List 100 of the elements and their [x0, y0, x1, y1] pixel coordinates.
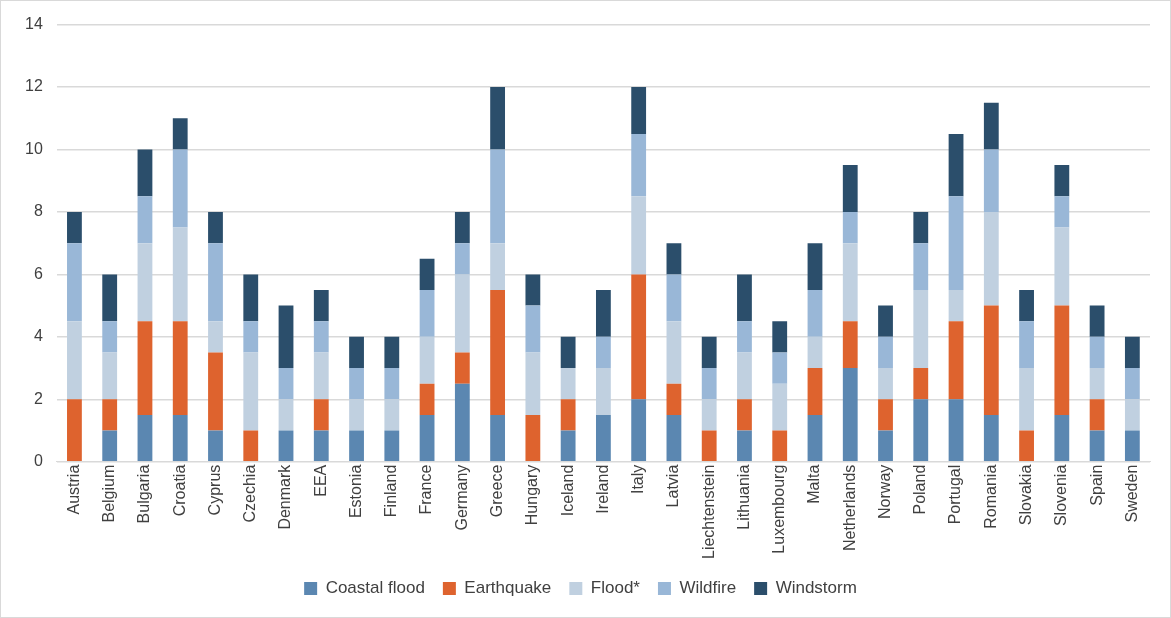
bar: [67, 321, 82, 400]
bar: [1124, 368, 1140, 400]
bar: [807, 368, 823, 415]
bar: [243, 430, 259, 461]
bar: [737, 321, 752, 353]
x-tick-label: Norway: [875, 464, 893, 519]
bar: [454, 274, 470, 353]
x-tick-label: Portugal: [946, 464, 964, 525]
bar: [913, 289, 929, 369]
bar: [1124, 399, 1140, 431]
bar: [701, 336, 717, 369]
x-tick-label: Germany: [452, 464, 470, 531]
x-tick-label: Belgium: [100, 464, 118, 523]
bar: [560, 399, 576, 431]
x-tick-label: Italy: [629, 464, 647, 495]
bar: [878, 399, 893, 431]
bar: [631, 274, 647, 400]
bar: [102, 430, 118, 461]
legend-label: Wildfire: [679, 578, 737, 598]
bar: [878, 430, 893, 461]
bar: [349, 399, 364, 431]
bar: [737, 430, 752, 461]
bar: [560, 336, 576, 369]
x-tick-label: Lithuania: [734, 464, 752, 530]
bar: [208, 211, 223, 244]
bar: [701, 368, 717, 400]
bar: [208, 352, 223, 431]
x-tick-label: Sweden: [1122, 464, 1140, 523]
bar: [490, 414, 506, 461]
bar: [595, 414, 611, 461]
bar: [772, 352, 788, 384]
bar: [384, 399, 400, 431]
bar: [172, 414, 188, 461]
bar: [631, 133, 647, 197]
x-tick-label: France: [417, 464, 435, 515]
bar: [525, 274, 541, 306]
bar: [878, 368, 893, 400]
x-tick-label: Denmark: [276, 463, 294, 530]
bar: [1019, 321, 1034, 369]
bar: [807, 243, 823, 290]
bar: [913, 211, 929, 244]
x-tick-label: Finland: [382, 464, 400, 518]
bar: [172, 227, 188, 322]
bar: [313, 399, 329, 431]
y-tick-label: 2: [33, 389, 43, 407]
bar: [737, 352, 752, 400]
bar: [948, 399, 964, 461]
bar: [1054, 305, 1070, 415]
y-tick-label: 4: [33, 327, 43, 345]
x-tick-label: Slovenia: [1052, 464, 1070, 527]
x-tick-label: Poland: [911, 464, 929, 515]
bar: [1089, 399, 1105, 431]
bar: [419, 336, 435, 384]
bar: [560, 430, 576, 461]
bar: [1054, 414, 1070, 461]
bar: [419, 258, 435, 290]
bar: [983, 102, 999, 150]
bar: [102, 321, 118, 353]
bar: [842, 321, 858, 369]
y-tick-label: 14: [25, 15, 43, 33]
bar: [1089, 430, 1105, 461]
y-tick-label: 10: [25, 139, 43, 157]
bar: [807, 414, 823, 461]
bar: [807, 336, 823, 369]
bar: [983, 305, 999, 415]
legend-label: Earthquake: [464, 578, 552, 598]
y-tick-label: 6: [33, 264, 43, 282]
bar: [67, 211, 82, 244]
bar: [137, 243, 153, 322]
y-tick-label: 12: [25, 77, 43, 95]
bar: [595, 336, 611, 369]
x-tick-label: Czechia: [241, 464, 259, 523]
bar: [172, 118, 188, 150]
bar: [67, 399, 82, 461]
bar: [1054, 165, 1070, 197]
bar: [278, 368, 294, 400]
bar: [137, 321, 153, 415]
bar: [137, 196, 153, 244]
bar: [384, 336, 400, 369]
bar: [631, 87, 647, 134]
bar: [243, 352, 259, 431]
bar: [172, 149, 188, 228]
bar: [913, 368, 929, 400]
bar: [595, 368, 611, 415]
x-tick-label: Croatia: [170, 464, 188, 517]
bar: [772, 321, 788, 353]
legend-label: Windstorm: [775, 578, 857, 598]
bar: [772, 430, 788, 461]
bar: [666, 274, 682, 322]
bar: [313, 321, 329, 353]
bar: [560, 368, 576, 400]
bar: [1089, 336, 1105, 369]
bar: [1089, 368, 1105, 400]
bar: [948, 133, 964, 197]
bar: [983, 149, 999, 212]
bar: [313, 289, 329, 322]
x-tick-label: Estonia: [346, 464, 364, 519]
bar: [913, 399, 929, 461]
bar: [666, 383, 682, 415]
bar: [1054, 227, 1070, 306]
